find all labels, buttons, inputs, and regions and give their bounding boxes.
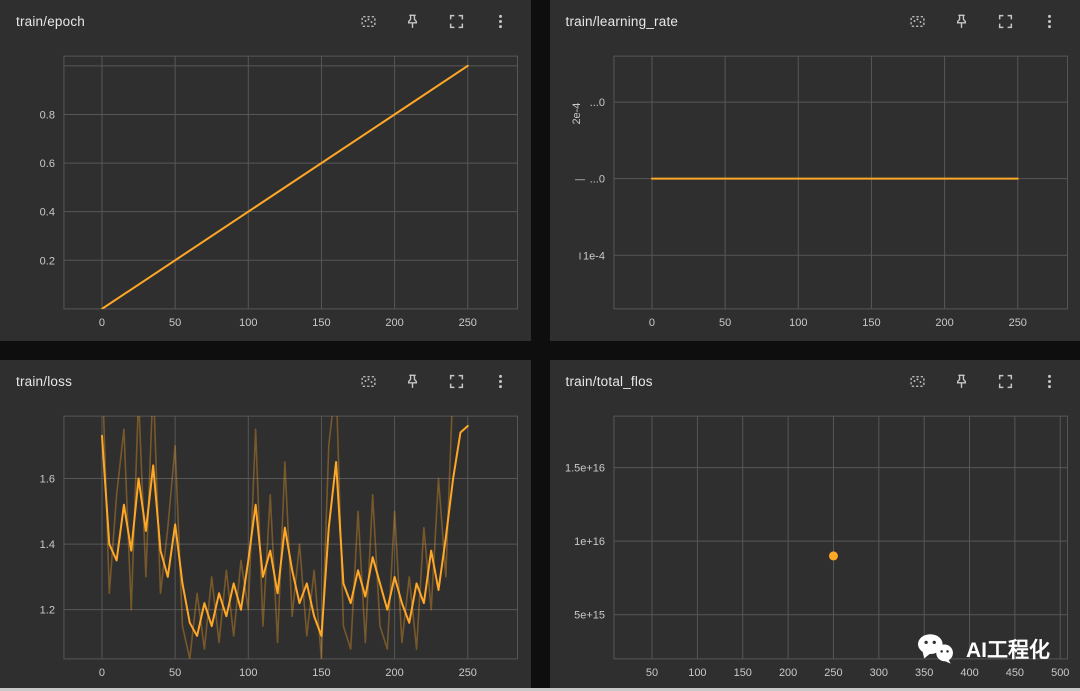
pin-icon[interactable] (404, 13, 421, 30)
pin-icon[interactable] (404, 373, 421, 390)
svg-text:...0: ...0 (589, 97, 604, 109)
fit-data-icon[interactable] (909, 13, 926, 30)
svg-text:400: 400 (960, 667, 978, 679)
panel-toolbar (909, 13, 1058, 30)
panel-title: train/loss (16, 373, 73, 389)
svg-text:50: 50 (169, 667, 181, 679)
panel-header: train/epoch (0, 0, 531, 42)
more-options-icon[interactable] (1041, 373, 1058, 390)
panel-title: train/total_flos (565, 373, 653, 389)
panel-header: train/learning_rate (550, 0, 1080, 42)
fit-data-icon[interactable] (909, 373, 926, 390)
svg-text:150: 150 (733, 667, 751, 679)
svg-text:150: 150 (312, 317, 330, 329)
svg-text:250: 250 (1008, 317, 1026, 329)
panel-header: train/total_flos (550, 360, 1080, 402)
svg-text:0.8: 0.8 (40, 109, 55, 121)
svg-text:500: 500 (1051, 667, 1069, 679)
svg-text:200: 200 (385, 667, 403, 679)
svg-text:150: 150 (312, 667, 330, 679)
panel-train-loss: train/loss 0 50 100 150 200 250 1.2 1.4 1.6 (0, 360, 531, 691)
panel-train-total-flos: train/total_flos 50 100 150 200 250 300 350 400… (549, 360, 1080, 691)
svg-text:250: 250 (459, 317, 477, 329)
svg-text:100: 100 (688, 667, 706, 679)
panel-toolbar (360, 13, 509, 30)
svg-text:1.6: 1.6 (40, 473, 55, 485)
fit-data-icon[interactable] (360, 373, 377, 390)
svg-text:1.5e+16: 1.5e+16 (564, 463, 604, 475)
svg-text:—: — (574, 175, 584, 186)
horizontal-scrollbar[interactable] (0, 688, 1080, 691)
svg-text:0.4: 0.4 (40, 207, 55, 219)
fullscreen-icon[interactable] (448, 13, 465, 30)
svg-text:1.2: 1.2 (40, 605, 55, 617)
svg-text:250: 250 (459, 667, 477, 679)
svg-text:450: 450 (1005, 667, 1023, 679)
panel-title: train/epoch (16, 13, 85, 29)
svg-text:0: 0 (648, 317, 654, 329)
svg-text:50: 50 (645, 667, 657, 679)
panel-train-epoch: train/epoch 0 50 100 150 200 250 0.2 0.4 0.6 0.8 (0, 0, 531, 341)
fullscreen-icon[interactable] (997, 373, 1014, 390)
svg-text:5e+15: 5e+15 (574, 610, 605, 622)
train-epoch-chart[interactable]: 0 50 100 150 200 250 0.2 0.4 0.6 0.8 (0, 42, 531, 341)
svg-text:200: 200 (385, 317, 403, 329)
fit-data-icon[interactable] (360, 13, 377, 30)
panel-toolbar (360, 373, 509, 390)
svg-text:300: 300 (869, 667, 887, 679)
more-options-icon[interactable] (492, 13, 509, 30)
svg-text:50: 50 (169, 317, 181, 329)
svg-text:I: I (578, 251, 581, 262)
svg-text:1.4: 1.4 (40, 539, 55, 551)
train-total-flos-chart[interactable]: 50 100 150 200 250 300 350 400 450 500 5e+15 1e+16 1… (550, 402, 1080, 691)
svg-text:0.6: 0.6 (40, 158, 55, 170)
svg-text:150: 150 (862, 317, 880, 329)
svg-text:200: 200 (935, 317, 953, 329)
svg-text:0.2: 0.2 (40, 255, 55, 267)
svg-text:0: 0 (99, 317, 105, 329)
panel-title: train/learning_rate (565, 13, 679, 29)
svg-text:100: 100 (789, 317, 807, 329)
more-options-icon[interactable] (492, 373, 509, 390)
svg-text:100: 100 (239, 667, 257, 679)
svg-text:100: 100 (239, 317, 257, 329)
svg-text:1e+16: 1e+16 (574, 536, 605, 548)
panel-train-learning-rate: train/learning_rate 0 50 100 150 200 250 ...0.… (549, 0, 1080, 341)
panel-toolbar (909, 373, 1058, 390)
svg-text:250: 250 (824, 667, 842, 679)
svg-text:2e-4: 2e-4 (570, 103, 582, 125)
svg-text:350: 350 (915, 667, 933, 679)
more-options-icon[interactable] (1041, 13, 1058, 30)
pin-icon[interactable] (953, 373, 970, 390)
fullscreen-icon[interactable] (448, 373, 465, 390)
svg-text:50: 50 (719, 317, 731, 329)
svg-text:200: 200 (778, 667, 796, 679)
train-loss-chart[interactable]: 0 50 100 150 200 250 1.2 1.4 1.6 (0, 402, 531, 691)
panel-header: train/loss (0, 360, 531, 402)
svg-text:0: 0 (99, 667, 105, 679)
fullscreen-icon[interactable] (997, 13, 1014, 30)
svg-text:...0: ...0 (589, 174, 604, 186)
svg-text:1e-4: 1e-4 (582, 250, 604, 262)
train-learning-rate-chart[interactable]: 0 50 100 150 200 250 ...0 ...0 1e-4 2e-4 — I (550, 42, 1080, 341)
pin-icon[interactable] (953, 13, 970, 30)
